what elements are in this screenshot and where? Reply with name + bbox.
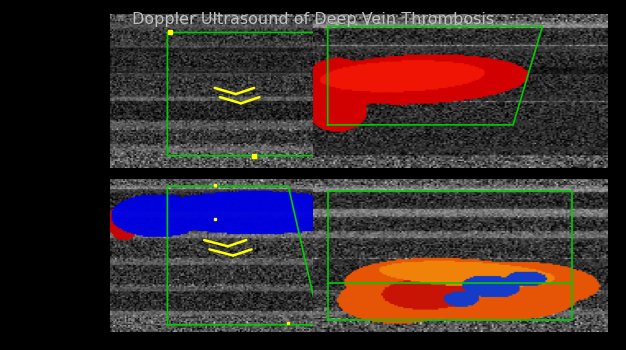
Text: Doppler Ultrasound of Deep Vein Thrombosis: Doppler Ultrasound of Deep Vein Thrombos… bbox=[132, 12, 494, 27]
